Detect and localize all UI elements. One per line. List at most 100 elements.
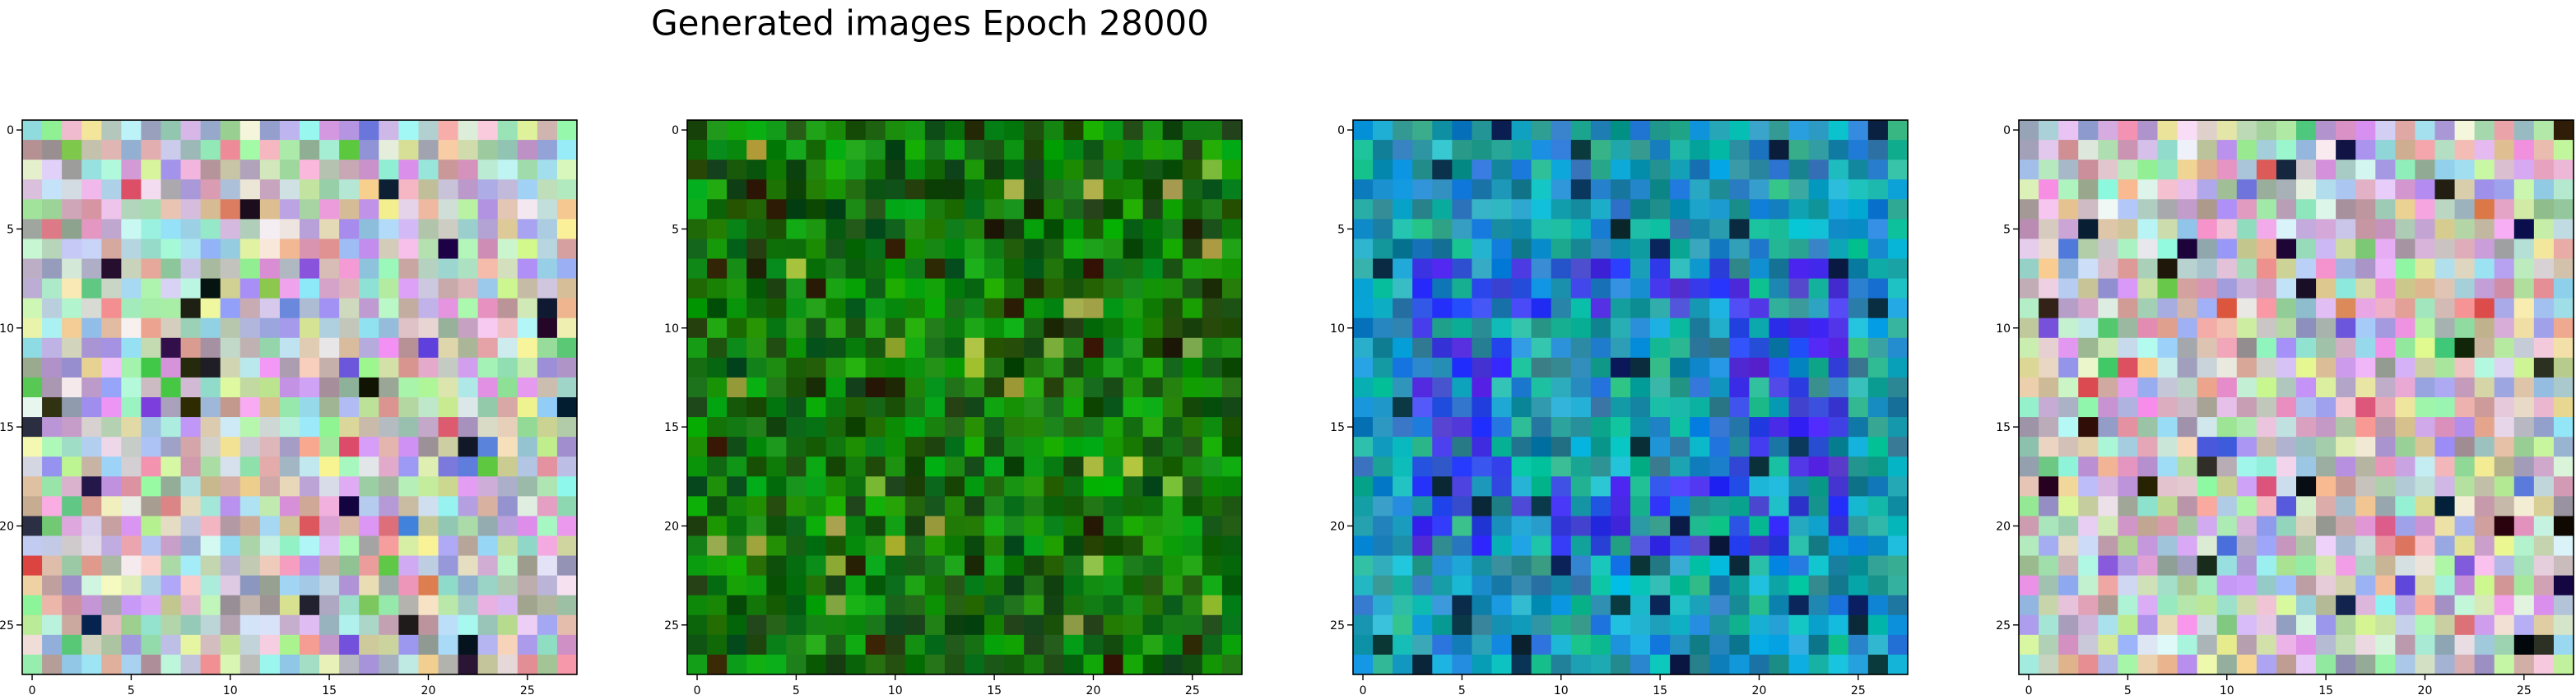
image-pixel	[1412, 278, 1433, 299]
image-pixel	[398, 654, 420, 675]
image-pixel	[398, 120, 420, 141]
image-pixel	[1690, 456, 1710, 477]
image-pixel	[1828, 337, 1849, 359]
image-pixel	[2039, 614, 2059, 636]
image-pixel	[477, 317, 499, 339]
image-pixel	[1491, 239, 1513, 260]
image-pixel	[2474, 516, 2495, 537]
image-pixel	[556, 377, 578, 398]
image-pixel	[1650, 278, 1671, 299]
image-pixel	[1788, 535, 1810, 557]
image-pixel	[1004, 199, 1025, 220]
image-pixel	[1531, 199, 1552, 220]
image-pixel	[2256, 120, 2277, 141]
image-pixel	[727, 397, 747, 418]
generated-image-2	[687, 120, 1243, 675]
image-pixel	[845, 140, 867, 160]
image-pixel	[1531, 160, 1552, 180]
image-pixel	[885, 219, 906, 240]
image-pixel	[1670, 337, 1690, 359]
image-pixel	[1083, 496, 1104, 517]
image-pixel	[2216, 437, 2238, 457]
image-pixel	[339, 535, 360, 557]
image-pixel	[477, 258, 499, 280]
image-pixel	[2336, 239, 2356, 260]
image-pixel	[220, 239, 241, 260]
image-pixel	[1044, 437, 1064, 457]
image-pixel	[279, 496, 300, 517]
image-pixel	[845, 160, 867, 180]
image-pixel	[1432, 160, 1453, 180]
image-pixel	[1867, 377, 1889, 398]
image-pixel	[924, 179, 946, 200]
image-pixel	[1769, 417, 1790, 438]
image-pixel	[1452, 437, 1473, 457]
image-pixel	[904, 496, 926, 517]
image-pixel	[2058, 140, 2079, 160]
image-pixel	[1004, 397, 1025, 418]
image-pixel	[1650, 199, 1671, 220]
image-pixel	[2098, 278, 2118, 299]
image-pixel	[1491, 634, 1513, 656]
image-pixel	[845, 298, 867, 319]
image-pixel	[319, 120, 340, 141]
image-pixel	[1452, 654, 1473, 675]
image-pixel	[2474, 160, 2495, 180]
image-pixel	[2256, 634, 2277, 656]
image-pixel	[1063, 575, 1085, 596]
image-pixel	[806, 595, 827, 616]
image-pixel	[2434, 496, 2456, 517]
image-pixel	[1867, 298, 1889, 319]
image-pixel	[1788, 377, 1810, 398]
y-tick-label: 0	[7, 124, 14, 137]
image-pixel	[458, 654, 479, 675]
image-pixel	[1867, 614, 1889, 636]
image-pixel	[556, 456, 578, 477]
image-pixel	[1828, 555, 1849, 577]
image-pixel	[1182, 456, 1203, 477]
image-pixel	[2157, 179, 2178, 200]
image-pixel	[1709, 140, 1730, 160]
image-pixel	[1123, 239, 1144, 260]
image-pixel	[885, 120, 906, 141]
image-pixel	[556, 437, 578, 457]
image-pixel	[1393, 595, 1413, 616]
axes-frame	[21, 119, 578, 675]
image-pixel	[965, 516, 985, 537]
image-pixel	[1630, 456, 1651, 477]
image-pixel	[458, 535, 479, 557]
image-pixel	[1472, 634, 1493, 656]
image-pixel	[1063, 654, 1085, 675]
image-pixel	[1202, 614, 1223, 636]
image-pixel	[418, 555, 439, 577]
image-pixel	[1887, 298, 1909, 319]
image-pixel	[2494, 140, 2515, 160]
image-pixel	[1690, 120, 1710, 141]
image-pixel	[1630, 357, 1651, 378]
image-pixel	[1630, 317, 1651, 339]
image-pixel	[1808, 199, 1830, 220]
image-pixel	[707, 397, 728, 418]
image-pixel	[1452, 535, 1473, 557]
image-pixel	[200, 496, 221, 517]
image-pixel	[438, 614, 459, 636]
image-pixel	[339, 317, 360, 339]
image-pixel	[1083, 654, 1104, 675]
image-pixel	[1590, 595, 1611, 616]
image-pixel	[707, 654, 728, 675]
image-pixel	[2474, 437, 2495, 457]
image-pixel	[477, 397, 499, 418]
image-pixel	[22, 258, 43, 280]
image-pixel	[42, 654, 63, 675]
generated-image-4	[2019, 120, 2574, 675]
image-pixel	[2434, 555, 2456, 577]
image-pixel	[1393, 120, 1413, 141]
image-pixel	[806, 160, 827, 180]
image-pixel	[2058, 278, 2079, 299]
image-pixel	[1142, 397, 1164, 418]
image-pixel	[1063, 258, 1085, 280]
image-pixel	[2197, 634, 2218, 656]
image-pixel	[1103, 337, 1124, 359]
image-pixel	[2157, 614, 2178, 636]
